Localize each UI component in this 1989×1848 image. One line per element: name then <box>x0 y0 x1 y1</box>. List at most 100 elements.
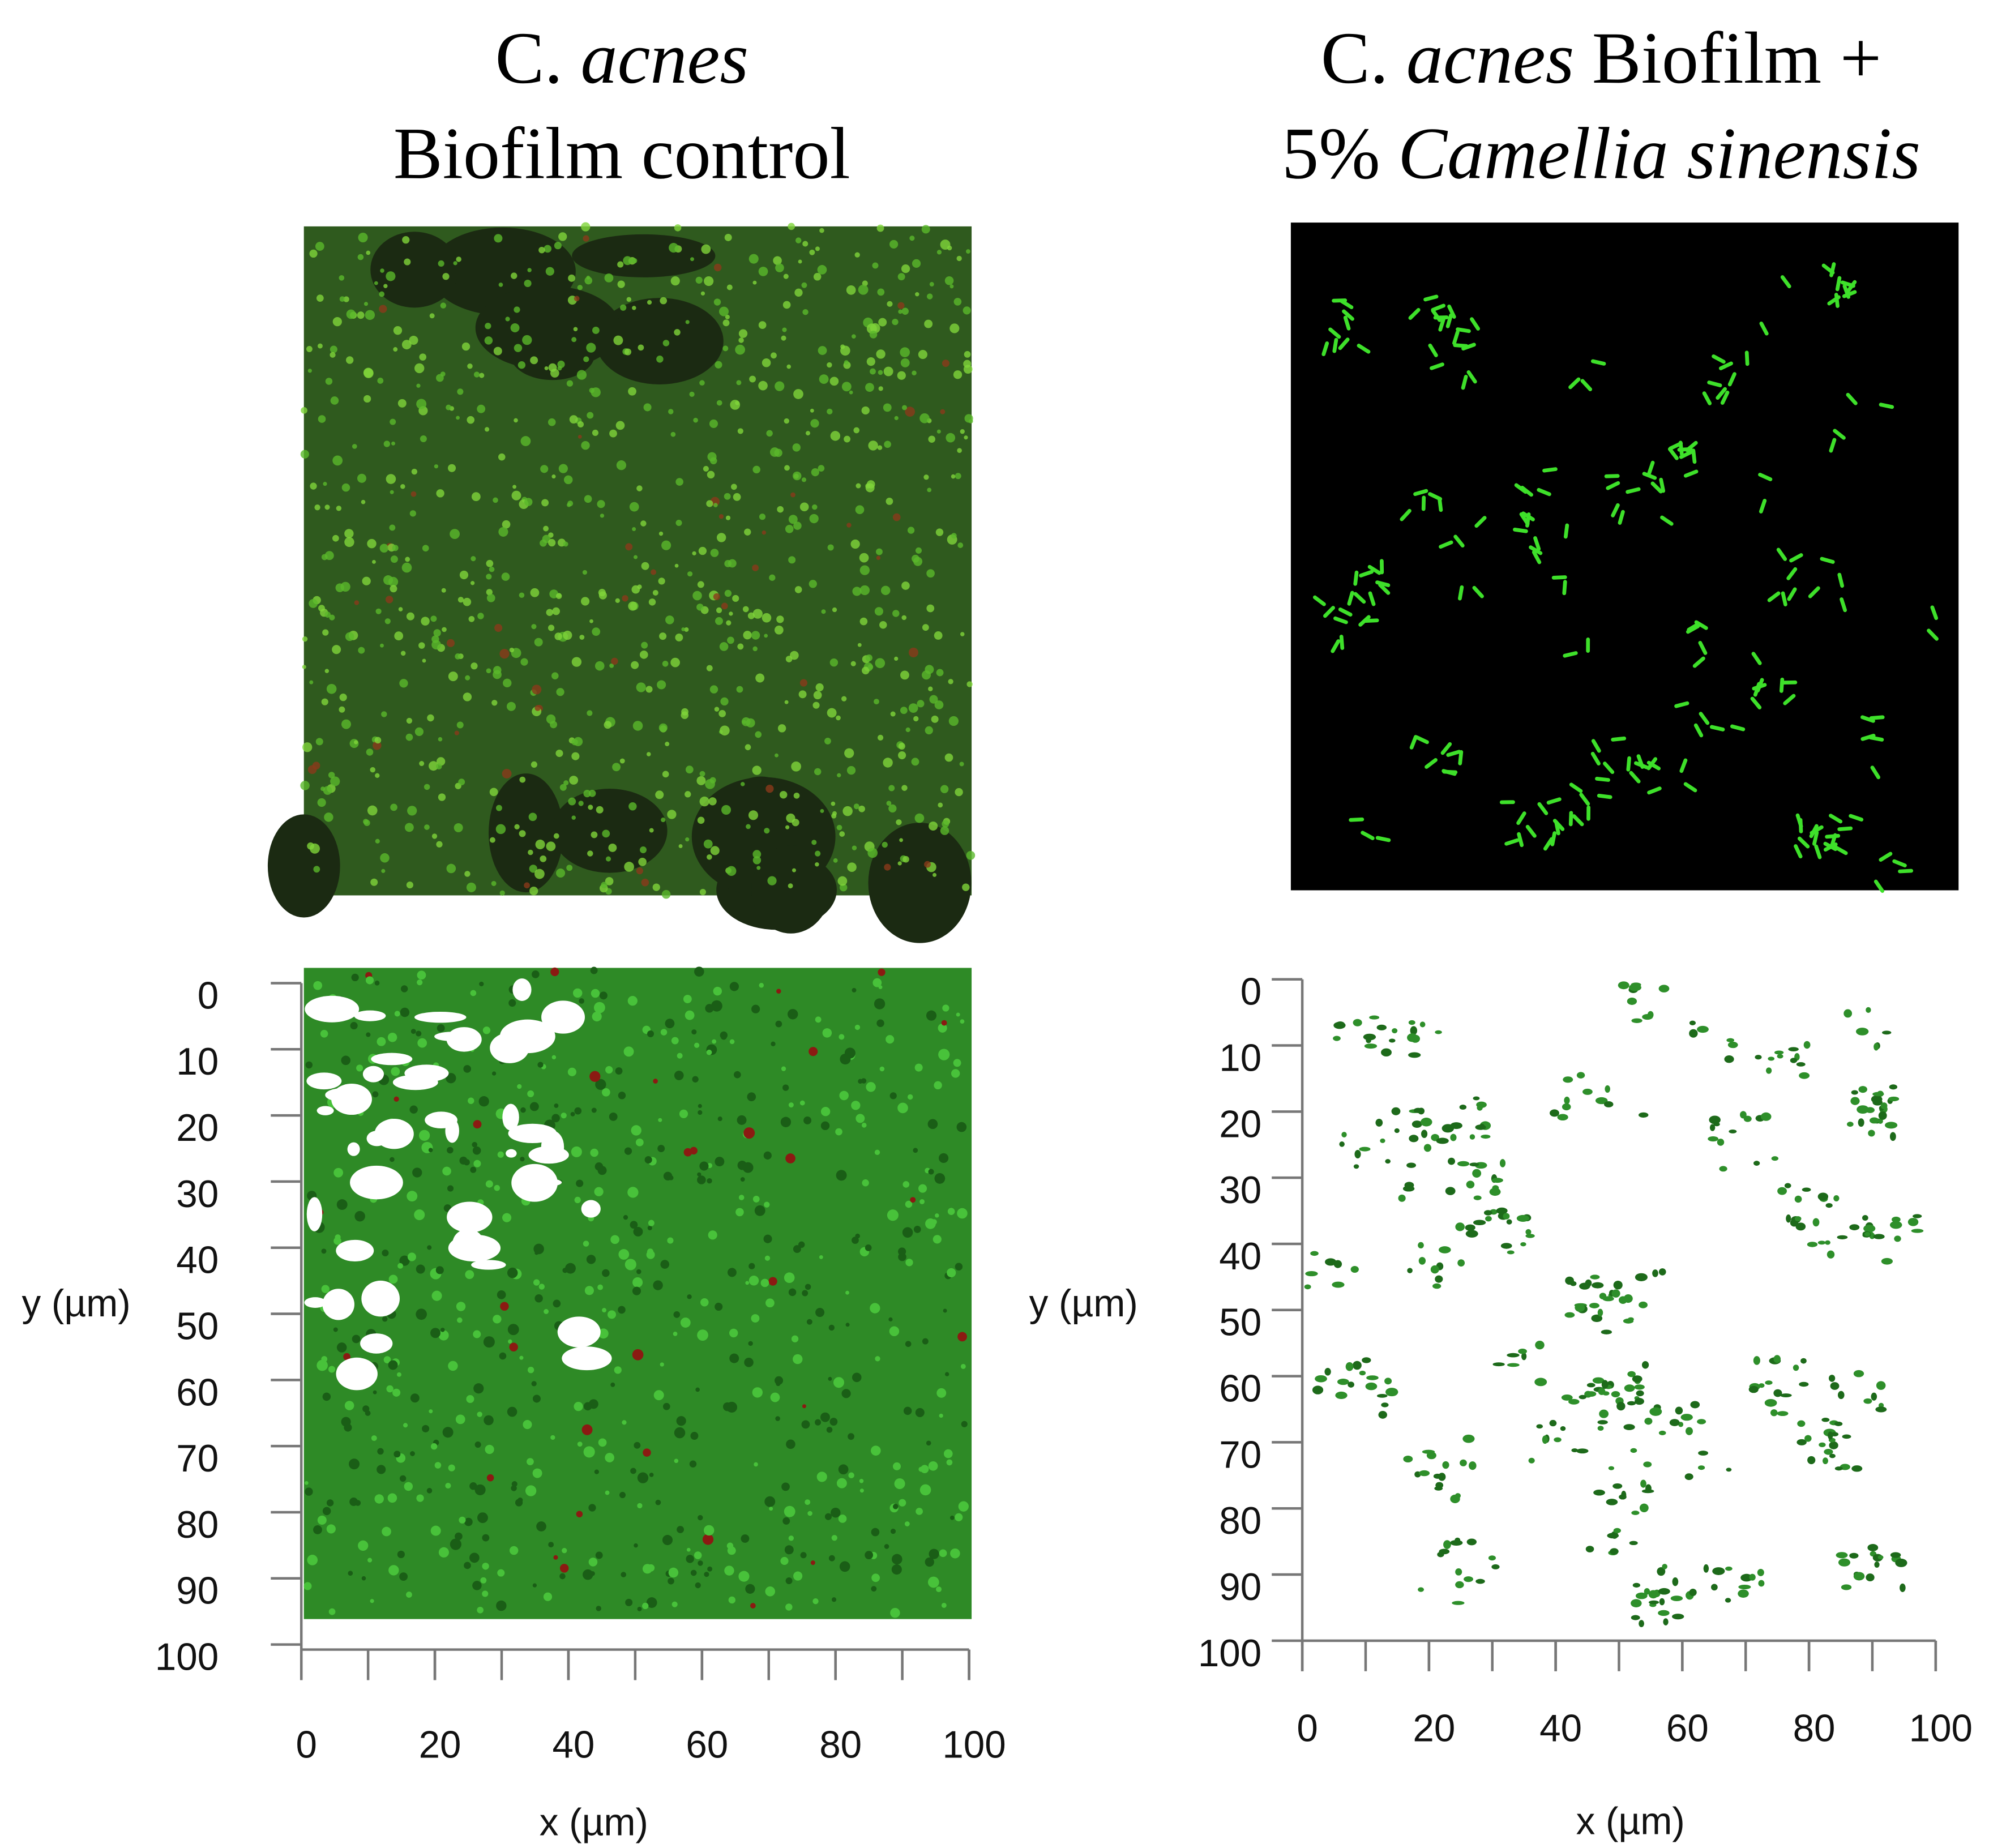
cell <box>953 370 963 379</box>
cell <box>1865 1107 1875 1113</box>
cell <box>375 608 382 614</box>
cell <box>1312 595 1326 606</box>
cell <box>1375 836 1391 842</box>
cell <box>729 611 733 616</box>
cell <box>1338 337 1350 350</box>
cell <box>636 485 643 491</box>
cell <box>315 738 323 746</box>
cell <box>634 555 638 559</box>
cell <box>357 473 366 483</box>
cell <box>409 335 418 345</box>
cell <box>1834 1466 1843 1471</box>
cell <box>1549 1419 1557 1427</box>
cell <box>527 1458 534 1465</box>
cell <box>955 1263 963 1271</box>
cell <box>1720 390 1730 405</box>
cell <box>1864 1231 1871 1237</box>
cell <box>729 1353 739 1363</box>
cell <box>477 613 484 619</box>
cell <box>816 1471 827 1482</box>
cell <box>458 778 465 786</box>
cell <box>1771 1156 1779 1161</box>
cell <box>866 480 875 489</box>
cell <box>854 1024 861 1030</box>
cell <box>1518 1349 1527 1354</box>
cell <box>725 314 730 319</box>
cell <box>438 1547 449 1558</box>
cell <box>1765 1380 1773 1385</box>
cell <box>1911 1229 1924 1233</box>
cell <box>820 1121 830 1131</box>
cell <box>928 1461 938 1471</box>
cell <box>701 244 711 254</box>
cell <box>1418 1587 1425 1592</box>
cell <box>726 284 733 290</box>
cell <box>1407 1268 1413 1273</box>
cell <box>913 1148 918 1153</box>
title-segment: acnes <box>580 18 748 99</box>
cell <box>695 276 703 284</box>
cell <box>1750 696 1762 709</box>
cell <box>691 1029 697 1035</box>
cell <box>1777 1187 1787 1195</box>
cell <box>1507 1250 1515 1255</box>
cell <box>828 1324 835 1331</box>
cell <box>602 829 610 838</box>
cell <box>1829 438 1837 453</box>
cell <box>461 342 470 351</box>
cell <box>827 708 837 718</box>
cell <box>1563 1076 1573 1083</box>
cell <box>1378 583 1391 595</box>
y-tick-label: 90 <box>1219 1566 1261 1609</box>
cell <box>1913 1214 1922 1218</box>
cell <box>1808 586 1820 598</box>
cell <box>1450 1122 1462 1130</box>
cell <box>754 1462 758 1467</box>
cell <box>668 409 674 414</box>
cell <box>933 1235 942 1244</box>
cell <box>1699 712 1710 725</box>
cell <box>1629 771 1641 784</box>
cell <box>752 850 762 859</box>
cell <box>501 572 510 581</box>
cell <box>1626 756 1631 772</box>
cell <box>572 988 583 998</box>
cell <box>1795 1222 1806 1231</box>
cell <box>1866 1007 1871 1013</box>
cell <box>583 1569 593 1580</box>
cell <box>876 224 884 232</box>
cell <box>1304 1284 1311 1290</box>
cell <box>769 574 776 581</box>
cell <box>1794 1216 1802 1221</box>
cell <box>871 1586 877 1592</box>
gap <box>360 1333 393 1354</box>
cell <box>362 1405 370 1413</box>
cell <box>300 450 309 459</box>
cell <box>942 360 949 367</box>
cell <box>339 694 347 701</box>
cell <box>570 1111 575 1116</box>
cell <box>919 413 930 424</box>
cell <box>836 824 842 831</box>
cell <box>330 345 337 353</box>
cell <box>1641 1489 1654 1494</box>
cell <box>302 665 306 669</box>
cell <box>1796 1439 1807 1445</box>
cell <box>886 1035 895 1044</box>
cell <box>1461 343 1476 351</box>
cell <box>673 1311 681 1318</box>
cell <box>1644 1588 1650 1595</box>
cell <box>597 500 605 508</box>
cell <box>707 1178 712 1184</box>
cell <box>545 267 554 276</box>
cell <box>946 1459 953 1466</box>
cell <box>498 283 503 287</box>
cell <box>1749 1573 1756 1581</box>
cell <box>406 612 414 621</box>
cell <box>1491 1564 1500 1569</box>
cell <box>554 632 562 640</box>
cell <box>668 1175 674 1180</box>
y-axis-label: y (µm) <box>1029 1282 1138 1325</box>
cell <box>1629 983 1641 991</box>
cell <box>861 1123 867 1128</box>
